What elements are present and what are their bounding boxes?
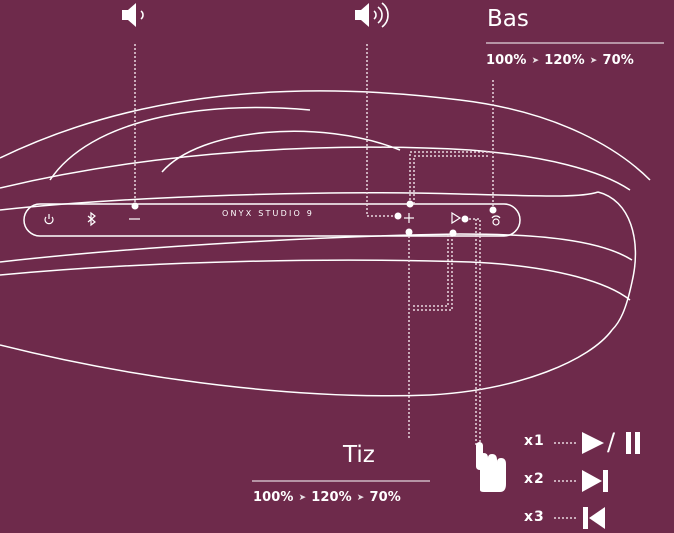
bass-button-mark <box>491 215 501 226</box>
leader-volume-up <box>366 44 398 217</box>
treble-arrow-1: ➤ <box>298 493 307 503</box>
speaker-top-shell <box>0 90 651 181</box>
treble-level-2: 120% <box>311 490 352 505</box>
dot-volume-up <box>394 212 402 220</box>
leader-bass-bracket <box>409 151 493 204</box>
treble-title: Tiz <box>343 442 375 468</box>
play-button-mark <box>451 211 462 225</box>
treble-levels: 100% ➤ 120% ➤ 70% <box>253 490 401 505</box>
leader-treble-bracket-inner <box>413 234 453 311</box>
speaker-top-inner <box>0 146 631 191</box>
treble-level-3: 70% <box>369 490 401 505</box>
bluetooth-icon <box>87 211 96 227</box>
bass-title: Bas <box>487 6 529 32</box>
dot-treble-right <box>449 229 457 237</box>
treble-level-1: 100% <box>253 490 294 505</box>
plus-button-mark <box>404 213 414 223</box>
speaker-right-cap <box>597 191 637 331</box>
skip-previous-icon <box>583 507 605 529</box>
press-twice-label: x2 <box>524 471 545 487</box>
speaker-bottom-shell <box>0 329 613 397</box>
dot-volume-down <box>131 202 139 210</box>
play-pause-icon <box>582 432 640 454</box>
bass-arrow-1: ➤ <box>531 56 540 66</box>
bass-level-3: 70% <box>602 53 634 68</box>
dot-bass <box>489 206 497 214</box>
bass-arrow-2: ➤ <box>589 56 598 66</box>
play-pause-slash: / <box>607 428 616 456</box>
skip-next-icon <box>582 470 608 492</box>
treble-arrow-2: ➤ <box>356 493 365 503</box>
press-thrice-label: x3 <box>524 509 545 525</box>
speaker-belt-bottom <box>0 233 633 263</box>
control-panel <box>23 203 521 237</box>
speaker-handle-arc <box>161 130 401 173</box>
leader-bass-bracket-inner <box>413 155 489 204</box>
speaker-grille-arc <box>49 106 311 181</box>
speaker-brand: ONYX STUDIO 9 <box>222 209 315 218</box>
speaker-high-icon <box>355 2 389 28</box>
speaker-lower-shell <box>0 259 631 301</box>
speaker-low-icon <box>122 3 144 27</box>
leader-play <box>465 218 481 446</box>
dot-treble <box>405 228 413 236</box>
dot-bass-top <box>406 200 414 208</box>
speaker-belt-top <box>0 191 599 211</box>
bass-level-2: 120% <box>544 53 585 68</box>
dot-play <box>461 215 469 223</box>
press-once-label: x1 <box>524 433 545 449</box>
bass-level-1: 100% <box>486 53 527 68</box>
bass-levels: 100% ➤ 120% ➤ 70% <box>486 53 634 68</box>
power-icon <box>44 214 54 225</box>
leader-treble-bracket <box>413 234 449 307</box>
hand-pointer-icon <box>476 442 506 492</box>
